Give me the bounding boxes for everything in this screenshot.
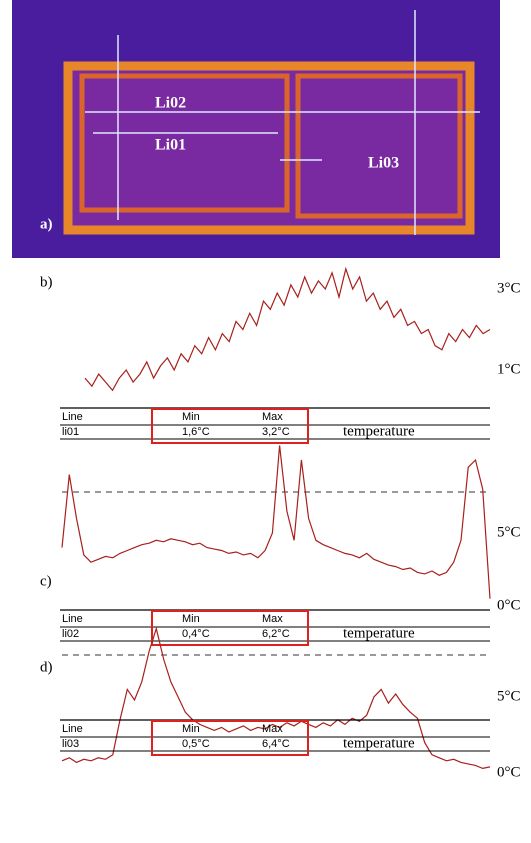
panel-label: a) — [40, 216, 53, 232]
table-cell: 3,2°C — [262, 426, 290, 438]
table-header: Line — [62, 723, 83, 735]
temperature-profile — [61, 626, 491, 770]
table-header: Max — [262, 613, 283, 625]
thermal-image: Li02 Li01 Li03 a) — [12, 0, 500, 258]
tick-label: 1°C — [497, 361, 521, 377]
table-header: Line — [62, 411, 83, 423]
table-header: Min — [182, 613, 200, 625]
table-cell: 0,4°C — [182, 628, 210, 640]
table-header: Min — [182, 411, 200, 423]
table-header: Max — [262, 411, 283, 423]
caption: temperature — [343, 625, 415, 641]
highlight-box — [151, 720, 309, 756]
table-cell: li03 — [62, 738, 79, 750]
tick-label: 3°C — [497, 280, 521, 296]
temperature-profile — [61, 445, 491, 599]
caption: temperature — [343, 735, 415, 751]
panel-label: c) — [40, 573, 52, 589]
temperature-profile — [84, 266, 491, 392]
highlight-box — [151, 610, 309, 646]
tick-label: 0°C — [497, 597, 521, 613]
table-cell: li02 — [62, 628, 79, 640]
table-header: Min — [182, 723, 200, 735]
table-cell: 0,5°C — [182, 738, 210, 750]
tick-label: 5°C — [497, 524, 521, 540]
tick-label: 0°C — [497, 764, 521, 780]
table-cell: li01 — [62, 426, 79, 438]
table-header: Max — [262, 723, 283, 735]
line-label: Li01 — [155, 137, 186, 154]
table-header: Line — [62, 613, 83, 625]
caption: temperature — [343, 423, 415, 439]
line-label: Li02 — [155, 95, 186, 112]
highlight-box — [151, 408, 309, 444]
line-label: Li03 — [368, 155, 399, 172]
table-cell: 6,2°C — [262, 628, 290, 640]
tick-label: 5°C — [497, 688, 521, 704]
panel-label: d) — [40, 659, 53, 675]
panel-label: b) — [40, 274, 53, 290]
table-cell: 1,6°C — [182, 426, 210, 438]
table-cell: 6,4°C — [262, 738, 290, 750]
